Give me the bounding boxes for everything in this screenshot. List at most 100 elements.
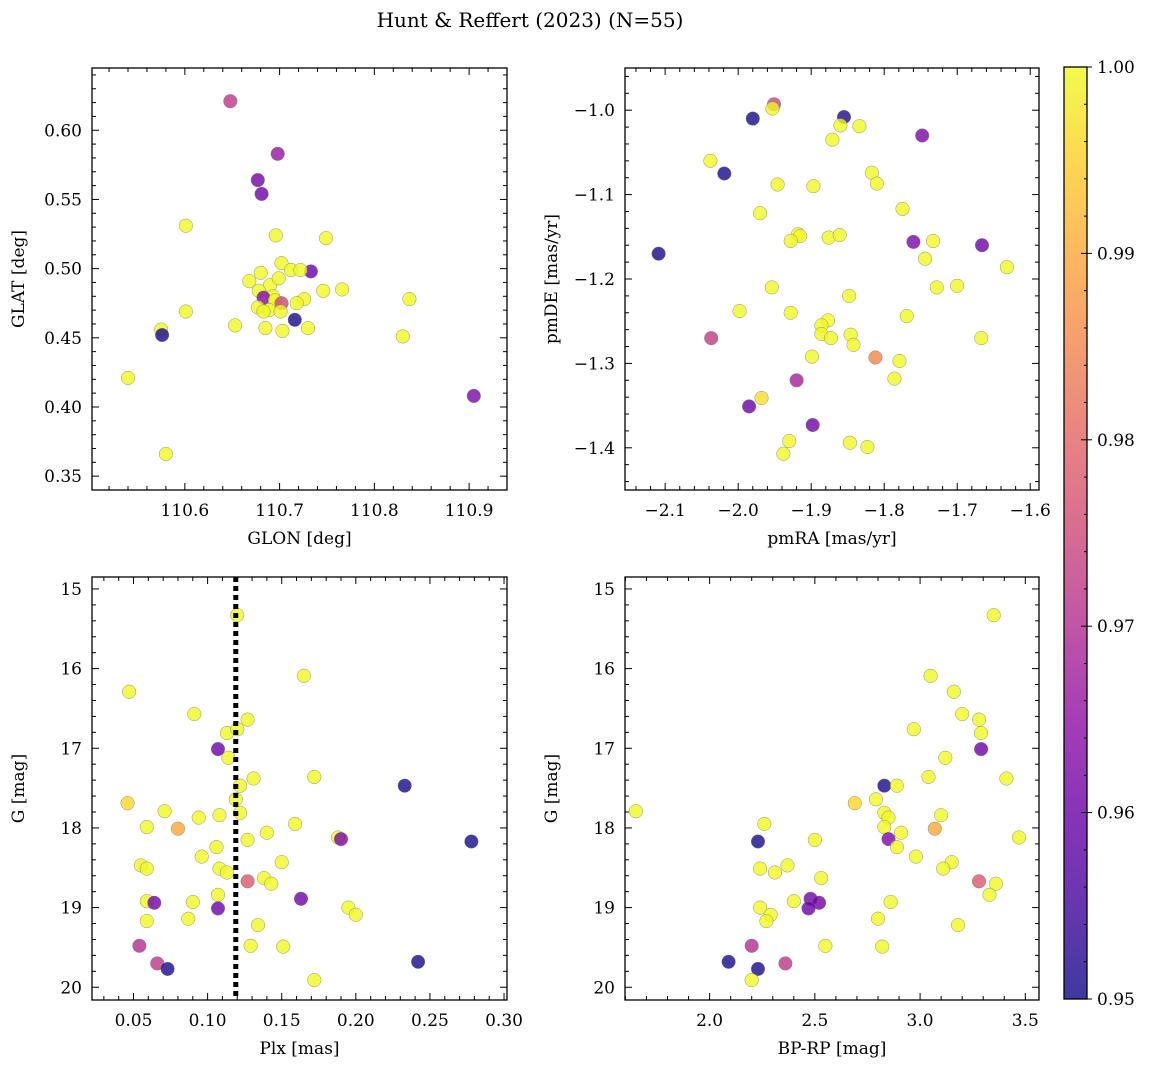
scatter-point [703,153,718,168]
scatter-point [246,771,261,786]
scatter-point [240,712,255,727]
y-tick-label: 17 [60,739,82,759]
scatter-point [894,825,909,840]
panel-1: 110.6 110.7 110.8 110.9 0.35 0.40 0.45 0.50 0.55… [9,67,508,549]
y-tick-label: −1.3 [574,354,615,374]
scatter-point [974,726,989,741]
scatter-point [744,973,759,988]
y-tick-label: −1.4 [574,439,615,459]
scatter-point [147,895,162,910]
scatter-point [971,712,987,727]
scatter-point [786,894,801,909]
scatter-point [915,128,930,143]
x-axis-label: Plx [mas] [259,1039,339,1059]
scatter-point [759,914,774,929]
y-tick-label: 19 [593,899,615,919]
scatter-point [120,370,136,385]
scatter-point [988,876,1003,891]
scatter-point [974,742,989,757]
scatter-point [929,280,944,295]
scatter-point [780,858,795,873]
y-tick-label: −1.2 [574,270,615,290]
scatter-point [921,769,936,784]
x-tick-label: −1.9 [791,501,832,521]
scatter-point [986,608,1001,623]
x-tick-label: 110.7 [255,501,304,521]
scatter-point [889,778,904,793]
scatter-point [181,911,196,926]
scatter-point [877,820,892,835]
scatter-point [120,796,135,811]
scatter-point [770,177,785,192]
scatter-point [868,792,883,807]
scatter-point [139,820,154,835]
scatter-point [869,176,884,191]
y-axis-label: pmDE [mas/yr] [542,214,562,344]
y-axis-label: GLAT [deg] [9,230,29,328]
scatter-point [906,722,921,737]
x-tick-label: 110.6 [161,501,210,521]
x-tick-label: 110.9 [445,501,494,521]
scatter-point [289,296,304,311]
scatter-point [264,876,279,891]
scatter-point [191,810,206,825]
scatter-point [852,119,867,134]
scatter-point [782,433,797,449]
scatter-point [402,292,417,307]
scatter-point [1011,830,1027,845]
scatter-point [275,323,290,338]
scatter-point [122,684,137,699]
scatter-point [833,118,848,133]
scatter-point [258,321,273,336]
y-tick-label: 15 [593,580,615,600]
scatter-point [899,309,914,324]
scatter-point [806,179,821,194]
scatter-point [157,804,172,819]
scatter-point [253,265,268,280]
scatter-point [870,911,886,926]
y-tick-label: 18 [593,819,615,839]
scatter-point [971,874,987,889]
scatter-point [742,399,757,414]
scatter-point [259,825,274,840]
y-tick-label: 0.40 [44,398,82,418]
scatter-point [757,816,772,831]
scatter-point [832,228,847,243]
scatter-point [927,821,942,836]
scatter-point [158,446,173,462]
figure-title: Hunt & Reffert (2023) (N=55) [377,8,684,32]
scatter-point [721,954,736,969]
y-tick-label: 20 [60,978,82,998]
scatter-point [895,201,910,216]
scatter-point [717,166,732,181]
scatter-point [210,901,226,916]
scatter-point [466,388,481,403]
scatter-point [178,218,193,233]
scatter-point [818,938,833,953]
scatter-point [778,956,793,971]
scatter-panels: 110.6 110.7 110.8 110.9 0.35 0.40 0.45 0.50 0.55… [9,67,1051,1059]
x-tick-label: 0.15 [263,1011,301,1031]
scatter-point [270,146,285,161]
colorbar-tick-label: 0.98 [1097,431,1135,451]
x-tick-label: 3.5 [1012,1011,1039,1031]
scatter-point [240,832,255,847]
scatter-point [754,390,769,406]
scatter-point [250,918,266,933]
scatter-point [348,907,363,922]
axes-frame [624,67,1040,491]
scatter-points [120,608,479,988]
scatter-point [846,337,861,352]
scatter-point [908,849,923,864]
ticks [625,68,1039,490]
x-tick-label: 2.0 [696,1011,723,1031]
y-tick-label: −1.1 [574,186,615,206]
y-tick-label: 0.45 [44,329,82,349]
scatter-point [753,900,768,915]
x-axis-label: BP-RP [mag] [778,1039,887,1059]
y-tick-label: 18 [60,819,82,839]
x-axis-label: GLON [deg] [247,529,351,549]
scatter-point [395,329,410,344]
scatter-point [254,186,269,201]
scatter-point [240,874,255,889]
